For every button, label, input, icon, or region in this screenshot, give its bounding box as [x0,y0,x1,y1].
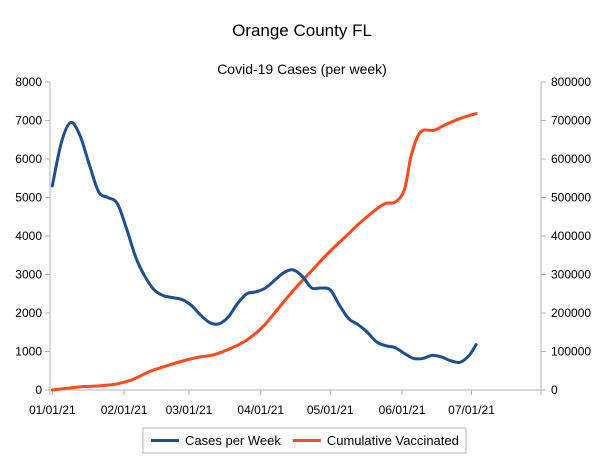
y-right-tick-label: 800000 [551,75,591,89]
x-tick-label: 06/01/21 [379,403,426,417]
y-left-tick-label: 4000 [15,229,42,243]
plot-area: 0 1000 2000 3000 4000 5000 6000 7000 8000 0 100000… [15,75,591,417]
chart-title: Orange County FL [232,21,372,40]
y-left-tick-label: 2000 [15,306,42,320]
y-right-tick-label: 600000 [551,152,591,166]
y-left-tick-label: 7000 [15,114,42,128]
cases-per-week-line [50,120,478,365]
chart-subtitle: Covid-19 Cases (per week) [217,61,387,77]
y-right-tick-label: 200000 [551,306,591,320]
y-right-tick-label: 100000 [551,345,591,359]
y-right-tick-label: 500000 [551,191,591,205]
y-right-tick-label: 700000 [551,114,591,128]
x-tick-label: 03/01/21 [166,403,213,417]
legend-label: Cumulative Vaccinated [327,433,459,448]
x-tick-label: 02/01/21 [101,403,148,417]
y-left-tick-label: 6000 [15,152,42,166]
y-left-tick-label: 5000 [15,191,42,205]
legend-label: Cases per Week [185,433,281,448]
legend: Cases per Week Cumulative Vaccinated [142,427,467,454]
cumulative-vaccinated-line [50,112,478,392]
x-tick-label: 05/01/21 [307,403,354,417]
x-tick-label: 07/01/21 [448,403,495,417]
x-tick-label: 04/01/21 [237,403,284,417]
y-left-tick-label: 3000 [15,268,42,282]
y-left-tick-label: 8000 [15,75,42,89]
y-right-tick-label: 300000 [551,268,591,282]
y-right-tick-label: 0 [551,383,558,397]
x-tick-label: 01/01/21 [29,403,76,417]
y-right-tick-label: 400000 [551,229,591,243]
y-left-tick-label: 0 [35,383,42,397]
y-left-tick-label: 1000 [15,345,42,359]
